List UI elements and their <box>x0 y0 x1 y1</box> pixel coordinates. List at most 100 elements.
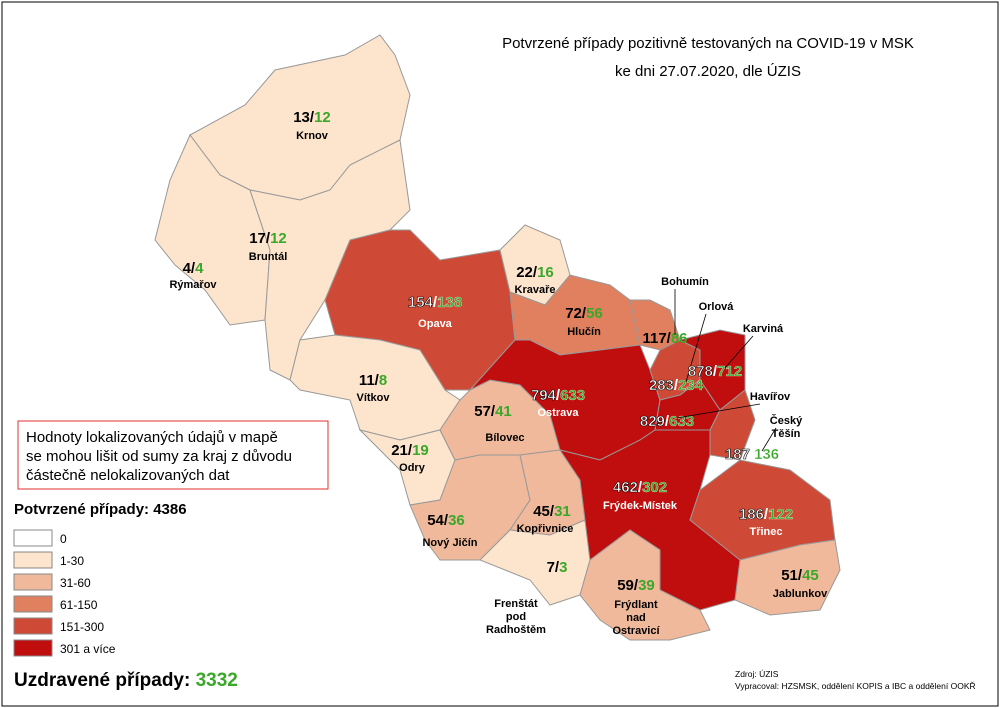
confirmed: 59 <box>617 577 634 594</box>
recovered: 45 <box>802 567 819 584</box>
note: Hodnoty lokalizovaných údajů v mapě <box>26 429 278 446</box>
legend-swatch <box>13 595 53 613</box>
district-name: Opava <box>418 318 453 330</box>
confirmed: 51 <box>781 567 798 584</box>
confirmed: 45 <box>533 503 550 520</box>
separator: / <box>433 294 438 311</box>
district-values: 57/41 <box>474 403 512 420</box>
confirmed: 187 <box>725 446 750 463</box>
confirmed: 13 <box>293 109 310 126</box>
district <box>154 134 271 326</box>
separator: / <box>582 305 587 322</box>
recovered: 86 <box>671 330 688 347</box>
recovered: 41 <box>495 403 512 420</box>
separator: / <box>750 446 755 463</box>
confirmed: 11 <box>359 372 375 389</box>
legend-swatch <box>13 639 53 657</box>
district-name: Rýmařov <box>169 279 217 291</box>
separator: / <box>550 503 555 520</box>
recovered: 8 <box>379 372 387 389</box>
confirmed: 117 <box>642 330 666 347</box>
district-values: 462/302 <box>613 479 667 496</box>
district-name: Havířov <box>750 391 791 403</box>
legend-label: 151-300 <box>60 620 104 634</box>
separator: / <box>266 230 271 247</box>
legend-swatch <box>13 529 53 547</box>
district-labels: 13/12Krnov4/4Rýmařov17/12Bruntál154/138O… <box>169 109 828 637</box>
note: částečně nelokalizovaných dat <box>26 467 230 484</box>
district-values: 72/56 <box>565 305 603 322</box>
confirmed: 22 <box>516 264 533 281</box>
recovered: 4 <box>195 260 204 277</box>
legend-label: 1-30 <box>60 554 84 568</box>
district-values: 21/19 <box>391 442 429 459</box>
district-name: Frýdek-Místek <box>603 500 678 512</box>
separator: / <box>555 559 560 576</box>
district <box>734 539 841 616</box>
district-name: Nový Jičín <box>422 537 477 549</box>
district-name: pod <box>506 611 526 623</box>
leader-line <box>676 403 761 419</box>
district-name: Karviná <box>743 323 784 335</box>
leader-line <box>761 427 777 452</box>
district-name: Ostrava <box>538 407 580 419</box>
district-name: Kravaře <box>515 284 556 296</box>
recovered: 12 <box>314 109 331 126</box>
leader-line <box>724 335 754 369</box>
district-name: Frenštát <box>494 598 538 610</box>
district-values: 54/36 <box>427 512 465 529</box>
legend-label: 61-150 <box>60 598 98 612</box>
district-name: Krnov <box>296 130 329 142</box>
title: ke dni 27.07.2020, dle ÚZIS <box>615 63 801 80</box>
separator: / <box>764 506 769 523</box>
legend: 0 1-30 31-60 61-150 151-300 301 a více <box>13 529 116 657</box>
recovered: 138 <box>437 294 462 311</box>
confirmed: 829 <box>640 413 665 430</box>
legend-swatch <box>13 573 53 591</box>
district-name: Český <box>770 414 803 427</box>
recovered: 633 <box>560 387 585 404</box>
district-name: nad <box>626 612 646 624</box>
district-name: Bílovec <box>485 432 524 444</box>
recovered: 234 <box>678 377 704 394</box>
recovered-total: Uzdravené případy: 3332 <box>14 670 238 691</box>
district-values: 794/633 <box>531 387 585 404</box>
legend-swatch <box>13 617 53 635</box>
confirmed: 4 <box>183 260 192 277</box>
district-values: 154/138 <box>408 294 462 311</box>
recovered: 633 <box>669 413 694 430</box>
recovered: 302 <box>642 479 667 496</box>
separator: / <box>638 479 643 496</box>
district-values: 17/12 <box>249 230 287 247</box>
confirmed: 57 <box>474 403 491 420</box>
district-values: 878/712 <box>688 363 742 380</box>
district-values: 45/31 <box>533 503 571 520</box>
district-values: 283/234 <box>649 377 704 394</box>
district-values: 13/12 <box>293 109 331 126</box>
district-values: 4/4 <box>183 260 205 277</box>
confirmed: 186 <box>739 506 764 523</box>
recovered: 712 <box>717 363 742 380</box>
district-name: Odry <box>399 462 426 474</box>
recovered: 19 <box>412 442 429 459</box>
recovered: 122 <box>768 506 793 523</box>
confirmed-total: Potvrzené případy: 4386 <box>14 501 187 518</box>
district-name: Těšín <box>772 428 801 440</box>
district-values: 11/8 <box>359 372 387 389</box>
note: se mohou lišit od sumy za kraj z důvodu <box>26 448 292 465</box>
district-name: Ostravicí <box>612 625 660 637</box>
district-values: 829/633 <box>640 413 694 430</box>
separator: / <box>713 363 718 380</box>
district-name: Třinec <box>749 526 782 538</box>
district-values: 51/45 <box>781 567 819 584</box>
source: Zdroj: ÚZIS <box>735 669 779 679</box>
district-values: 7/3 <box>547 559 568 576</box>
confirmed: 462 <box>613 479 638 496</box>
district-name: Radhoštěm <box>486 624 546 636</box>
confirmed: 17 <box>249 230 266 247</box>
separator: / <box>634 577 639 594</box>
district-values: 117/86 <box>642 330 687 347</box>
separator: / <box>665 413 670 430</box>
districts <box>154 34 841 641</box>
